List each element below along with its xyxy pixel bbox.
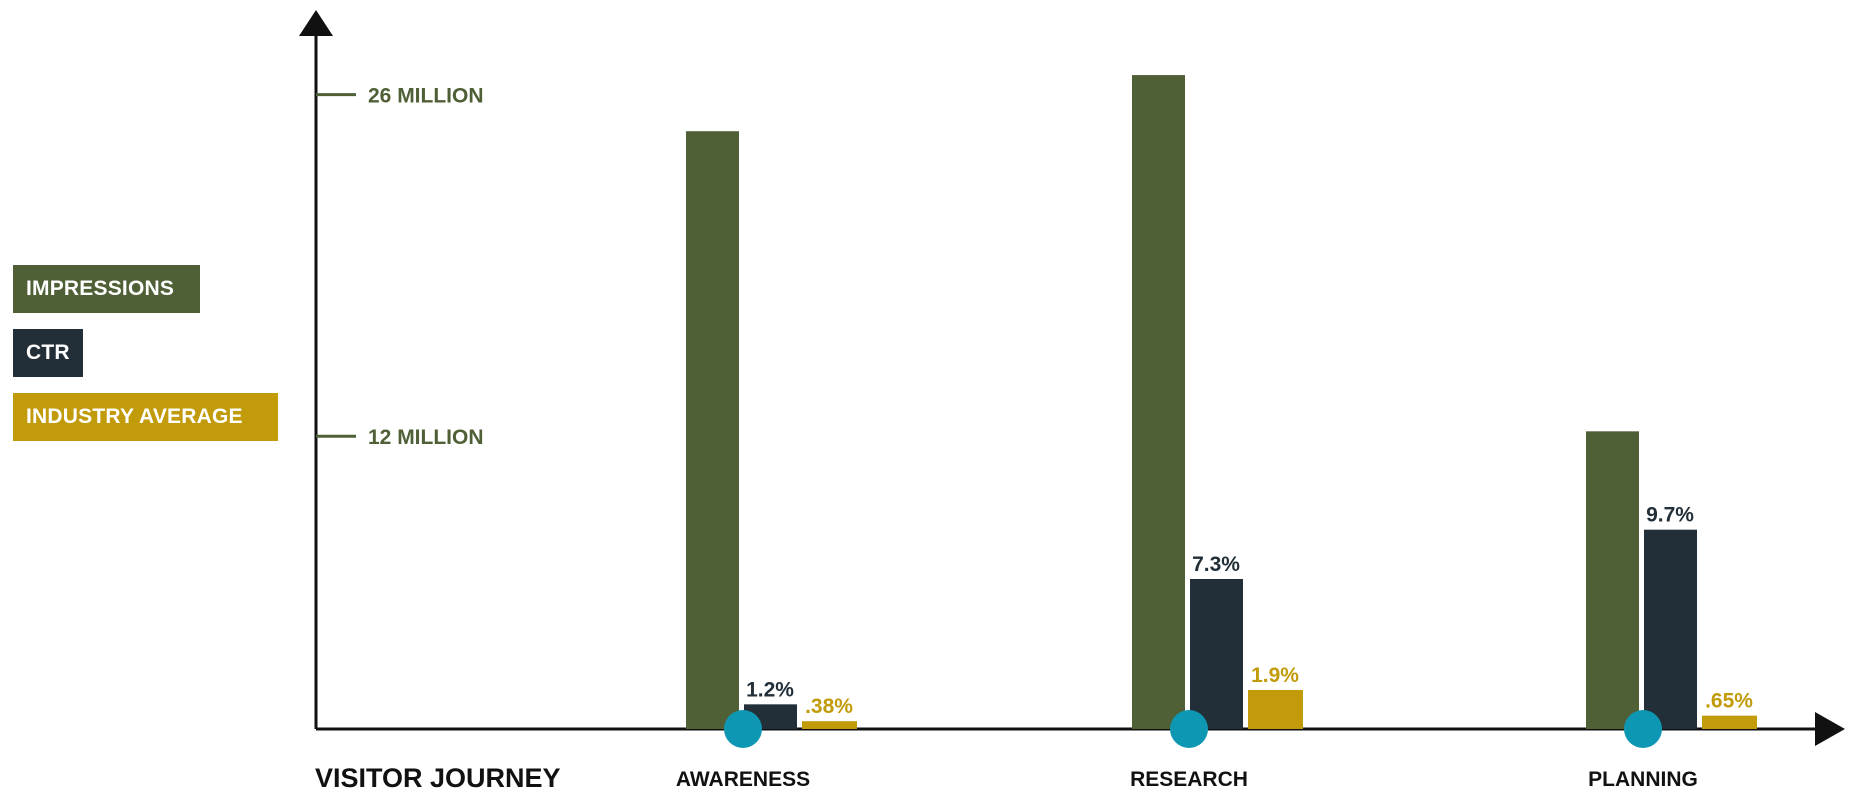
data-label-industry-average: .38% [805, 695, 853, 718]
category-marker-dot [1170, 710, 1208, 748]
x-axis-title: VISITOR JOURNEY [315, 763, 561, 793]
bar-impressions [686, 131, 739, 729]
bar-ctr [1190, 579, 1243, 729]
legend-ctr: CTR [13, 329, 83, 377]
x-axis-arrow-icon [1815, 712, 1845, 746]
bar-industry-average [1702, 715, 1757, 729]
data-label-ctr: 7.3% [1192, 553, 1240, 576]
legend-ctr-label: CTR [26, 341, 70, 364]
data-label-industry-average: 1.9% [1251, 664, 1299, 687]
legend-impressions: IMPRESSIONS [13, 265, 200, 313]
x-tick-label: PLANNING [1588, 768, 1698, 791]
x-tick-label: AWARENESS [676, 768, 810, 791]
data-label-ctr: 1.2% [746, 678, 794, 701]
x-tick-label: RESEARCH [1130, 768, 1248, 791]
category-marker-dot [1624, 710, 1662, 748]
bar-industry-average [802, 721, 857, 729]
y-tick-label: 12 MILLION [368, 426, 484, 449]
bar-impressions [1586, 431, 1639, 729]
bar-ctr [1644, 529, 1697, 729]
data-label-industry-average: .65% [1705, 690, 1753, 713]
y-axis-arrow-icon [299, 10, 333, 36]
category-marker-dot [724, 710, 762, 748]
y-tick-label: 26 MILLION [368, 85, 484, 108]
bar-industry-average [1248, 689, 1303, 729]
legend-industry-average: INDUSTRY AVERAGE [13, 393, 278, 441]
legend-industry-average-label: INDUSTRY AVERAGE [26, 405, 243, 428]
legend-impressions-label: IMPRESSIONS [26, 277, 175, 300]
bar-impressions [1132, 75, 1185, 729]
data-label-ctr: 9.7% [1646, 504, 1694, 527]
